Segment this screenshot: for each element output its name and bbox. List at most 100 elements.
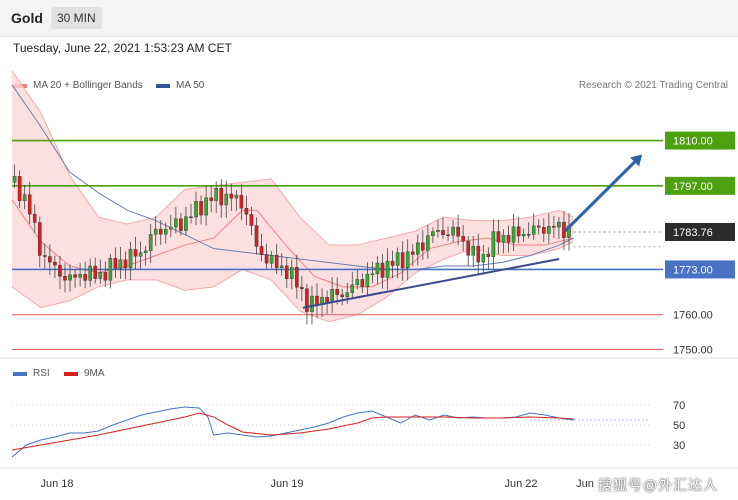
candle [174,206,178,234]
candle-body [305,288,309,312]
ma50-swatch [156,83,170,88]
candle-body [400,252,405,269]
candle-body [441,230,445,236]
candle-body [153,228,158,235]
candle-body [249,214,254,226]
candle [552,215,556,239]
candle-body [194,201,198,218]
candle [456,214,460,246]
level-label-text: 1750.00 [673,345,713,357]
candle-body [63,276,67,281]
candle-body [118,259,123,269]
candle-body [17,176,22,201]
x-tick-label: Jun [576,478,594,490]
candlesticks [12,164,571,325]
candle-body [496,231,501,243]
candle [501,229,506,254]
timestamp: Tuesday, June 22, 2021 1:53:23 AM CET [13,41,232,55]
candle-body [536,225,541,228]
bollinger-upper-line [11,70,574,246]
candle [289,259,294,290]
candle-body [395,252,400,266]
candle [153,216,158,246]
candle-body [98,272,103,279]
support-trendline [302,258,560,309]
candle [365,262,370,295]
candle-body [27,194,32,215]
candle [390,250,395,279]
candle-body [410,251,415,255]
candle-body [274,254,279,268]
level-support-1750.00: 1750.00 [12,345,713,357]
candle-body [184,216,188,231]
rsi-tick-70: 70 [673,400,685,412]
candle-body [22,194,27,201]
candle-body [557,221,561,228]
candle-body [37,222,42,256]
candle [118,247,123,279]
candle [184,207,188,236]
candle [88,258,92,287]
candle [360,273,365,294]
candle-body [431,231,435,236]
candle [48,244,52,275]
candle-body [461,236,465,242]
candle-body [148,234,153,251]
rsi-label: RSI [33,368,50,379]
candle-body [103,272,108,281]
candle-body [360,279,365,288]
level-tag [665,131,735,150]
candle-body [138,252,143,257]
candle [249,206,254,236]
candle-body [289,267,294,279]
candle [27,181,32,224]
credit-text: Research © 2021 Trading Central [578,80,728,91]
candle-body [541,227,546,234]
candle [113,247,118,278]
candle-body [53,261,57,266]
candle [224,181,229,218]
candle [128,241,133,281]
candle-body [128,249,133,268]
candle [78,262,82,287]
candle-body [421,242,425,251]
candle-body [234,194,239,199]
candle [254,217,259,255]
candle [355,269,360,290]
ma9-label: 9MA [84,368,105,379]
candle [83,261,87,289]
legend-rsi: RSI [13,368,50,379]
candle-body [113,258,118,269]
candle-body [511,226,516,243]
candle [370,261,375,284]
candle-body [174,218,178,228]
candle [269,250,274,269]
candle [98,259,103,284]
candle [526,222,531,239]
candle [234,190,239,211]
candle [17,170,22,208]
candle [446,226,450,242]
interval-button[interactable]: 30 MIN [51,7,102,29]
candle-body [68,274,72,281]
candle-body [426,235,430,251]
candle [380,254,385,289]
candle-body [279,265,284,268]
candle [219,179,224,218]
candle-body [486,253,491,257]
legend-ma50: MA 50 [156,80,204,91]
candle-body [229,193,234,199]
candle-body [88,265,92,281]
x-tick-label: Jun 18 [40,478,73,490]
candle-body [446,234,450,237]
level-tag-text: 1810.00 [673,136,713,148]
watermark-text: 搜狐号@外汇达人 [598,477,719,493]
candle-body [259,246,264,255]
candle-body [219,188,224,206]
candle-body [133,249,138,257]
candle [37,216,42,268]
candle-body [310,295,314,312]
candle [521,228,526,242]
candle [199,195,203,225]
level-tag [665,260,735,279]
